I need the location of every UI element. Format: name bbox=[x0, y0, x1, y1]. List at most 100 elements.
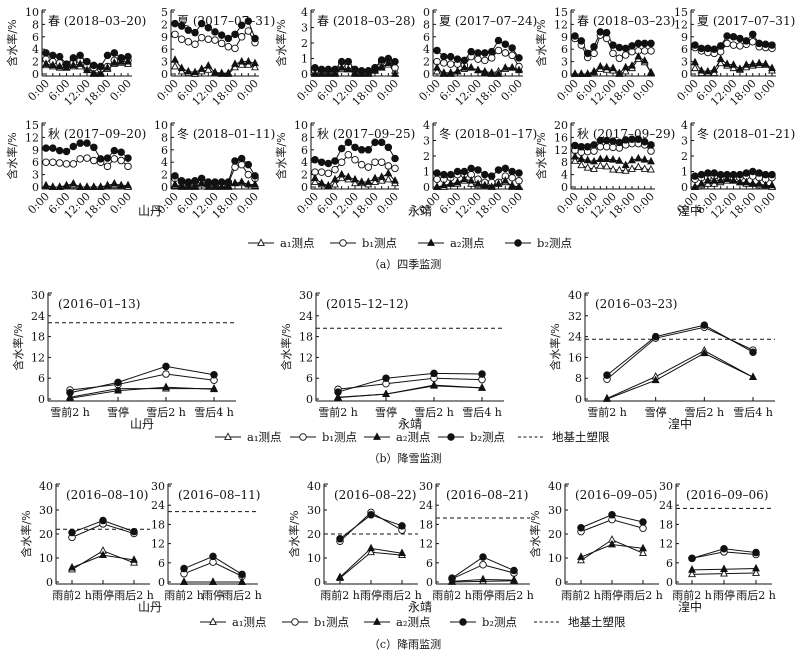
b1-marker bbox=[337, 158, 346, 166]
b1-marker bbox=[590, 49, 598, 58]
a1-marker bbox=[628, 164, 636, 172]
y-tick-label: 0 bbox=[32, 181, 39, 194]
b2-marker bbox=[474, 49, 482, 57]
a2-marker bbox=[231, 178, 239, 187]
a2-marker bbox=[723, 59, 732, 67]
b2-marker bbox=[337, 144, 346, 153]
b2-marker bbox=[171, 19, 179, 28]
b1-marker bbox=[76, 155, 84, 163]
a2-marker bbox=[377, 63, 386, 71]
chart-title: (2016–09–06) bbox=[686, 488, 768, 502]
a2-marker bbox=[55, 182, 64, 190]
b2-marker bbox=[224, 34, 233, 43]
b2-marker bbox=[515, 169, 523, 177]
b2-marker bbox=[647, 39, 655, 48]
b2-marker bbox=[609, 41, 617, 49]
a2-marker bbox=[487, 182, 496, 190]
a1-marker bbox=[621, 166, 630, 174]
a1-marker bbox=[209, 617, 217, 625]
a1-marker bbox=[351, 178, 359, 187]
a2-marker bbox=[204, 182, 213, 190]
a2-marker bbox=[609, 155, 617, 163]
a2-marker bbox=[768, 63, 776, 72]
a2-marker bbox=[367, 543, 375, 552]
x-tick-label: 雨停 bbox=[92, 588, 114, 602]
chart-title: 夏 (2017–07–31) bbox=[177, 14, 275, 28]
a2-marker bbox=[76, 59, 85, 67]
b2-marker bbox=[324, 159, 333, 168]
a2-marker bbox=[479, 574, 487, 583]
y-tick-label: 8 bbox=[561, 156, 568, 169]
b2-marker bbox=[577, 524, 585, 532]
b2-marker bbox=[615, 138, 624, 147]
chart-title: 冬 (2018–01–21) bbox=[697, 126, 795, 141]
b2-marker bbox=[688, 554, 696, 563]
x-tick-label: 雨后2 h bbox=[623, 589, 663, 602]
b1-marker bbox=[62, 160, 71, 168]
b1-marker bbox=[621, 51, 630, 59]
y-axis-label: 含水率/% bbox=[274, 19, 288, 66]
a2-marker bbox=[453, 177, 462, 186]
chart-title: (2016–09–05) bbox=[575, 488, 657, 502]
y-tick-label: 12 bbox=[554, 18, 568, 31]
y-tick-label: 30 bbox=[299, 289, 313, 302]
b2-marker bbox=[357, 67, 366, 75]
y-tick-label: 3 bbox=[423, 135, 430, 148]
b2-marker bbox=[710, 169, 719, 177]
b2-marker bbox=[508, 167, 516, 176]
b1-marker bbox=[237, 33, 246, 41]
y-tick-label: 2 bbox=[161, 18, 168, 31]
b2-marker bbox=[90, 143, 98, 152]
series-b1-line bbox=[337, 377, 483, 390]
a2-marker bbox=[716, 176, 725, 184]
a1-marker bbox=[337, 173, 346, 182]
location-label: 永靖 bbox=[408, 600, 432, 614]
a1-marker bbox=[433, 66, 441, 75]
b1-marker bbox=[171, 30, 179, 39]
b2-marker bbox=[237, 21, 246, 29]
b2-marker bbox=[66, 389, 74, 397]
y-tick-label: 3 bbox=[301, 22, 308, 35]
b2-marker bbox=[478, 370, 486, 378]
y-tick-label: 24 bbox=[568, 331, 582, 344]
b1-marker bbox=[291, 618, 299, 626]
b1-marker bbox=[49, 158, 57, 166]
a1-marker bbox=[634, 162, 643, 171]
b2-marker bbox=[311, 64, 319, 72]
a2-marker bbox=[729, 176, 738, 184]
y-tick-label: 0 bbox=[681, 68, 688, 81]
b2-marker bbox=[749, 348, 757, 356]
y-tick-label: 12 bbox=[151, 538, 165, 551]
b2-marker bbox=[76, 51, 84, 60]
a2-marker bbox=[647, 68, 655, 77]
y-tick-label: 2 bbox=[32, 56, 39, 69]
a2-marker bbox=[162, 382, 170, 391]
b2-marker bbox=[364, 146, 373, 154]
y-tick-label: 4 bbox=[301, 6, 308, 19]
a2-marker bbox=[590, 156, 598, 165]
x-tick-label: 0:00 bbox=[498, 77, 525, 104]
a2-marker bbox=[735, 64, 744, 72]
y-axis-label: 含水率/% bbox=[528, 510, 542, 557]
legend: a₁测点 b₁测点 a₂测点 b₂测点 bbox=[248, 236, 572, 250]
b2-marker bbox=[577, 142, 586, 151]
a2-marker bbox=[337, 169, 346, 178]
y-tick-label: 9 bbox=[561, 31, 568, 44]
b1-marker bbox=[357, 160, 366, 169]
b1-marker bbox=[729, 41, 738, 49]
b1-marker bbox=[377, 158, 386, 166]
b1-marker bbox=[474, 55, 482, 63]
a2-marker bbox=[729, 60, 738, 68]
a2-marker bbox=[191, 67, 199, 76]
b2-marker bbox=[96, 62, 105, 71]
b2-marker bbox=[371, 64, 379, 72]
y-tick-label: 6 bbox=[423, 31, 430, 44]
y-tick-label: 8 bbox=[423, 18, 430, 31]
b2-marker bbox=[398, 522, 406, 530]
series-b2-line bbox=[337, 372, 483, 393]
x-tick-label: 雨前2 h bbox=[52, 588, 92, 602]
a2-marker bbox=[446, 69, 455, 77]
